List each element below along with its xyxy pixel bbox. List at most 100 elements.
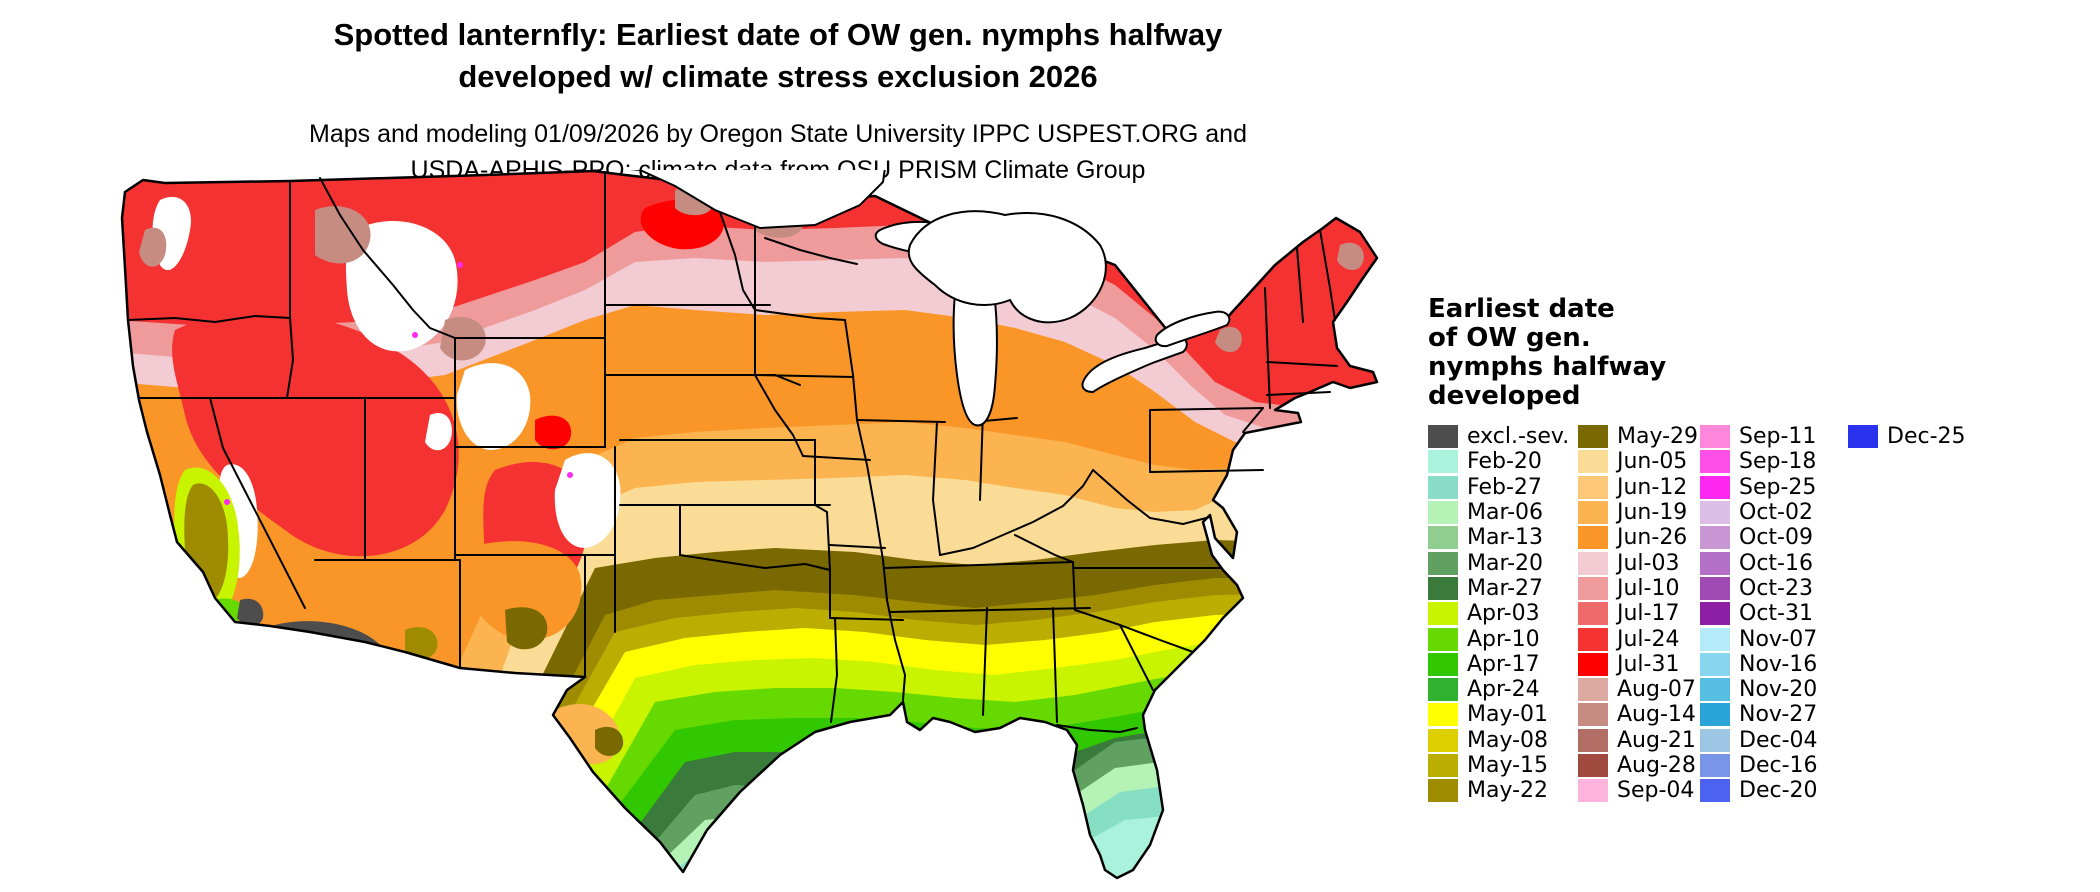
legend-label: Jun-05	[1617, 449, 1688, 475]
legend-title: Earliest date of OW gen. nymphs halfway …	[1428, 295, 2088, 411]
legend-column: Sep-11 Sep-18 Sep-25 Oct-02 Oct-09 Oct-16 Oct-…	[1700, 424, 1848, 803]
legend-label: Aug-21	[1617, 727, 1696, 753]
legend-entry: Mar-27	[1428, 576, 1578, 601]
legend-entry: May-29	[1578, 424, 1700, 449]
legend-label: May-08	[1467, 727, 1549, 753]
legend-entry: Jul-24	[1578, 626, 1700, 652]
legend-label: Dec-04	[1739, 727, 1818, 753]
legend-swatch-Aug-28	[1578, 754, 1608, 777]
legend-swatch-Aug-21	[1578, 728, 1608, 752]
map-legend: Earliest date of OW gen. nymphs halfway …	[1428, 295, 2088, 803]
legend-label: May-29	[1617, 424, 1699, 450]
legend-entry: Nov-07	[1700, 626, 1848, 652]
legend-swatch-Sep-04	[1578, 779, 1608, 803]
legend-swatch-Apr-03	[1428, 602, 1458, 626]
legend-swatch-Jun-19	[1578, 501, 1608, 525]
legend-entry: Jul-10	[1578, 576, 1700, 601]
legend-label: Mar-06	[1467, 500, 1544, 526]
legend-label: Sep-18	[1739, 449, 1817, 475]
legend-entry: Dec-04	[1700, 728, 1848, 753]
legend-swatch-Jun-26	[1578, 526, 1608, 550]
legend-label: Nov-20	[1739, 677, 1818, 703]
legend-label: May-15	[1467, 753, 1549, 778]
us-map-svg	[120, 167, 1379, 880]
legend-entry: Sep-11	[1700, 424, 1848, 449]
legend-entry: Oct-09	[1700, 525, 1848, 550]
brown-mottle	[315, 206, 371, 264]
legend-label: Mar-13	[1467, 525, 1544, 551]
legend-column: May-29 Jun-05 Jun-12 Jun-19 Jun-26 Jul-03 Jul-…	[1578, 424, 1700, 803]
legend-swatch-Nov-16	[1700, 652, 1730, 676]
legend-swatch-May-15	[1428, 754, 1458, 777]
legend-label: Nov-16	[1739, 651, 1818, 677]
legend-column: Dec-25	[1848, 424, 1966, 803]
legend-swatch-Sep-11	[1700, 425, 1730, 449]
national-border	[120, 169, 1379, 880]
legend-entry: Nov-27	[1700, 702, 1848, 727]
legend-entry: Jun-26	[1578, 525, 1700, 550]
legend-label: May-22	[1467, 778, 1549, 804]
legend-label: Feb-27	[1467, 474, 1542, 500]
state-borders	[127, 171, 1338, 733]
legend-title-line: of OW gen.	[1428, 323, 1591, 353]
legend-label: Nov-27	[1739, 702, 1818, 728]
legend-swatch-Jun-05	[1578, 450, 1608, 474]
legend-entry: Dec-16	[1700, 753, 1848, 778]
legend-entry: Jul-17	[1578, 601, 1700, 626]
legend-swatch-May-08	[1428, 728, 1458, 752]
legend-swatch-Nov-07	[1700, 627, 1730, 651]
legend-swatch-Nov-20	[1700, 678, 1730, 702]
legend-entry: Oct-02	[1700, 500, 1848, 525]
legend-swatch-Dec-04	[1700, 728, 1730, 752]
legend-swatch-Dec-16	[1700, 754, 1730, 777]
legend-label: Apr-17	[1467, 651, 1540, 677]
legend-swatch-Jul-17	[1578, 602, 1608, 626]
legend-entry: Mar-06	[1428, 500, 1578, 525]
legend-entry: Nov-20	[1700, 677, 1848, 702]
legend-swatch-Mar-13	[1428, 526, 1458, 550]
legend-label: Oct-09	[1739, 525, 1813, 551]
legend-swatch-Mar-27	[1428, 576, 1458, 600]
legend-entry: Sep-18	[1700, 449, 1848, 474]
legend-label: Aug-07	[1617, 677, 1696, 703]
legend-entry: May-01	[1428, 702, 1578, 727]
legend-entry: Oct-16	[1700, 550, 1848, 576]
legend-label: Apr-03	[1467, 601, 1540, 627]
legend-swatch-Feb-20	[1428, 450, 1458, 474]
legend-label: Jul-24	[1617, 626, 1680, 652]
subtitle-line-1: Maps and modeling 01/09/2026 by Oregon S…	[309, 120, 1247, 148]
legend-swatch-Aug-14	[1578, 703, 1608, 727]
legend-entry: Jul-31	[1578, 652, 1700, 677]
legend-swatch-Oct-31	[1700, 602, 1730, 626]
legend-swatch-May-29	[1578, 425, 1608, 449]
legend-entry: excl.-sev.	[1428, 424, 1578, 449]
legend-label: Oct-02	[1739, 500, 1813, 526]
legend-label: Dec-16	[1739, 753, 1818, 778]
legend-label: Feb-20	[1467, 449, 1542, 475]
legend-entry: May-15	[1428, 753, 1578, 778]
legend-swatch-Apr-17	[1428, 652, 1458, 676]
legend-entry: Oct-31	[1700, 601, 1848, 626]
legend-label: Jul-03	[1617, 550, 1680, 576]
legend-entry: May-22	[1428, 778, 1578, 803]
legend-entry: Dec-20	[1700, 778, 1848, 803]
legend-swatch-Dec-25	[1848, 425, 1878, 449]
page-title: Spotted lanternfly: Earliest date of OW …	[0, 14, 1556, 98]
legend-swatch-Oct-16	[1700, 551, 1730, 575]
legend-label: Jul-10	[1617, 575, 1680, 601]
legend-label: Sep-11	[1739, 424, 1817, 450]
legend-swatch-May-22	[1428, 779, 1458, 803]
legend-label: Dec-20	[1739, 778, 1818, 804]
legend-label: Jul-17	[1617, 601, 1680, 627]
lake-erie	[1081, 336, 1188, 394]
legend-swatch-Mar-20	[1428, 551, 1458, 575]
legend-swatch-Aug-07	[1578, 678, 1608, 702]
legend-swatch-Feb-27	[1428, 475, 1458, 499]
legend-entry: Nov-16	[1700, 652, 1848, 677]
legend-label: Oct-23	[1739, 575, 1813, 601]
lake-superior	[619, 167, 887, 230]
legend-entry: Apr-24	[1428, 677, 1578, 702]
us-map	[115, 167, 1390, 885]
legend-column: excl.-sev. Feb-20 Feb-27 Mar-06 Mar-13 Mar-20…	[1428, 424, 1578, 803]
legend-swatch-Jul-03	[1578, 551, 1608, 575]
